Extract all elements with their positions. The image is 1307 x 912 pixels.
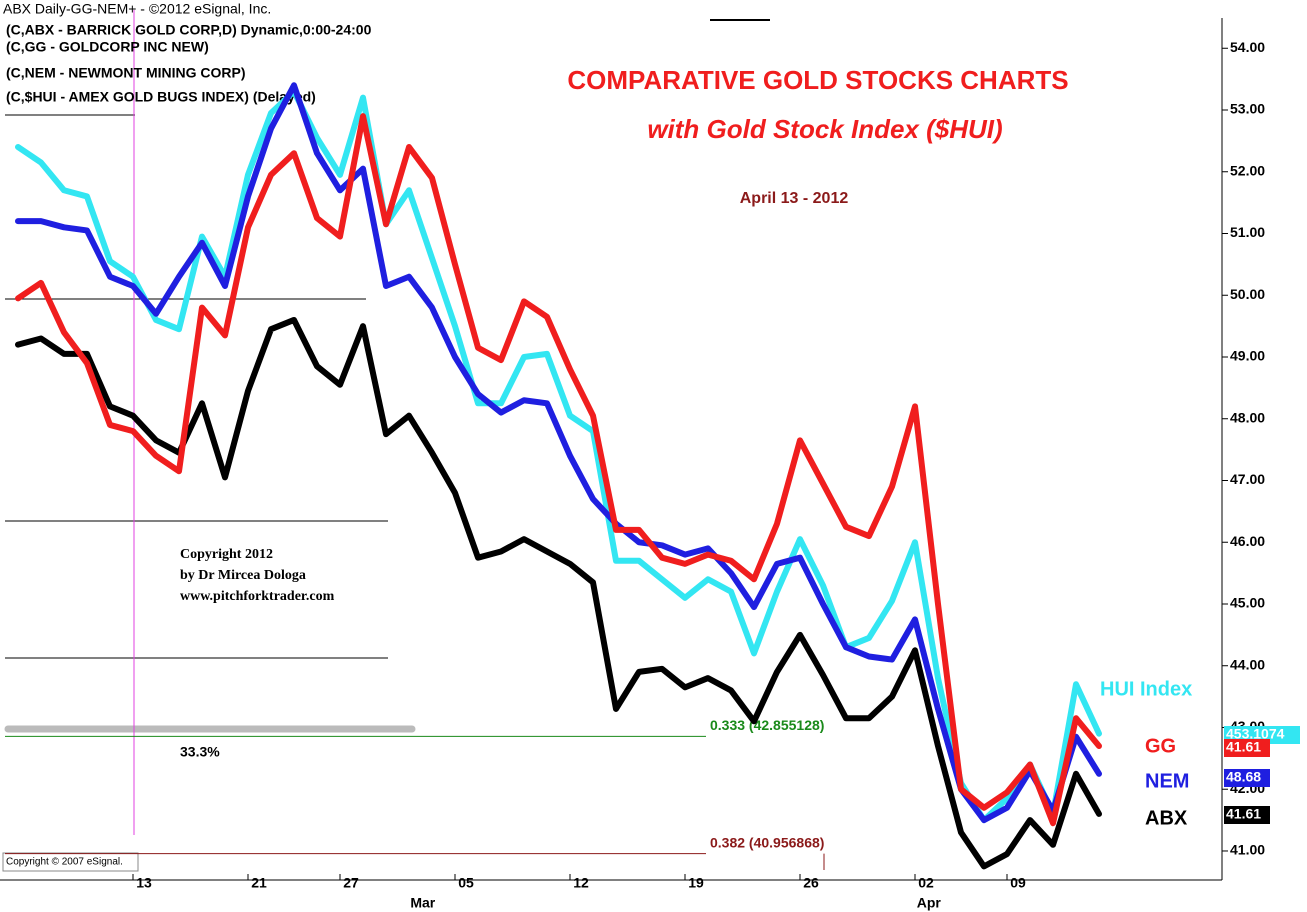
header-line: ABX Daily-GG-NEM+ - ©2012 eSignal, Inc. (3, 1, 271, 17)
legend-label: ABX (1145, 807, 1188, 829)
footer-box (2, 852, 139, 872)
retracement-note: 33.3% (180, 744, 220, 760)
y-tick-label: 53.00 (1230, 101, 1265, 117)
series-line (15, 113, 1102, 827)
price-label: 453.1074 (1226, 726, 1285, 742)
y-tick-label: 45.00 (1230, 595, 1265, 611)
header-line: (C,ABX - BARRICK GOLD CORP,D) Dynamic,0:… (6, 22, 372, 38)
month-label: Mar (410, 895, 435, 911)
x-tick-label: 27 (343, 875, 359, 891)
copyright-line: by Dr Mircea Dologa (180, 568, 306, 583)
fib-label: 0.382 (40.956868) (710, 834, 824, 850)
y-tick-label: 47.00 (1230, 471, 1265, 487)
y-tick-label: 51.00 (1230, 224, 1265, 240)
price-label: 41.61 (1226, 806, 1261, 822)
price-box (1224, 739, 1270, 757)
price-box (1224, 806, 1270, 824)
y-tick-label: 48.00 (1230, 409, 1265, 425)
y-tick-label: 50.00 (1230, 286, 1265, 302)
chart-title: COMPARATIVE GOLD STOCKS CHARTS (567, 65, 1068, 95)
series-line (15, 82, 1102, 824)
header-line: (C,$HUI - AMEX GOLD BUGS INDEX) (Delayed… (6, 89, 316, 105)
x-tick-label: 05 (458, 875, 474, 891)
x-tick-label: 13 (136, 875, 152, 891)
x-tick-label: 12 (573, 875, 589, 891)
y-tick-label: 49.00 (1230, 348, 1265, 364)
month-label: Apr (917, 895, 942, 911)
chart-subtitle: with Gold Stock Index ($HUI) (647, 114, 1002, 144)
header-line: (C,NEM - NEWMONT MINING CORP) (6, 65, 246, 81)
x-tick-label: 21 (251, 875, 267, 891)
y-tick-label: 44.00 (1230, 656, 1265, 672)
x-tick-label: 09 (1010, 875, 1026, 891)
header-line: (C,GG - GOLDCORP INC NEW) (6, 39, 209, 55)
x-tick-label: 26 (803, 875, 819, 891)
y-tick-label: 41.00 (1230, 842, 1265, 858)
date-note: April 13 - 2012 (740, 190, 849, 207)
x-tick-label: 19 (688, 875, 704, 891)
legend-label: NEM (1145, 770, 1189, 792)
series-line (15, 316, 1102, 870)
legend-label: GG (1145, 735, 1176, 757)
footer: Copyright © 2007 eSignal. (6, 857, 123, 868)
copyright-line: www.pitchforktrader.com (180, 589, 335, 604)
price-label: 48.68 (1226, 769, 1261, 785)
y-tick-label: 52.00 (1230, 162, 1265, 178)
legend-label: HUI Index (1100, 678, 1192, 700)
fib-label: 0.333 (42.855128) (710, 717, 824, 733)
y-tick-label: 46.00 (1230, 533, 1265, 549)
price-box (1224, 769, 1270, 787)
x-tick-label: 02 (918, 875, 934, 891)
copyright-line: Copyright 2012 (180, 547, 273, 562)
y-tick-label: 54.00 (1230, 39, 1265, 55)
price-label: 41.61 (1226, 739, 1261, 755)
